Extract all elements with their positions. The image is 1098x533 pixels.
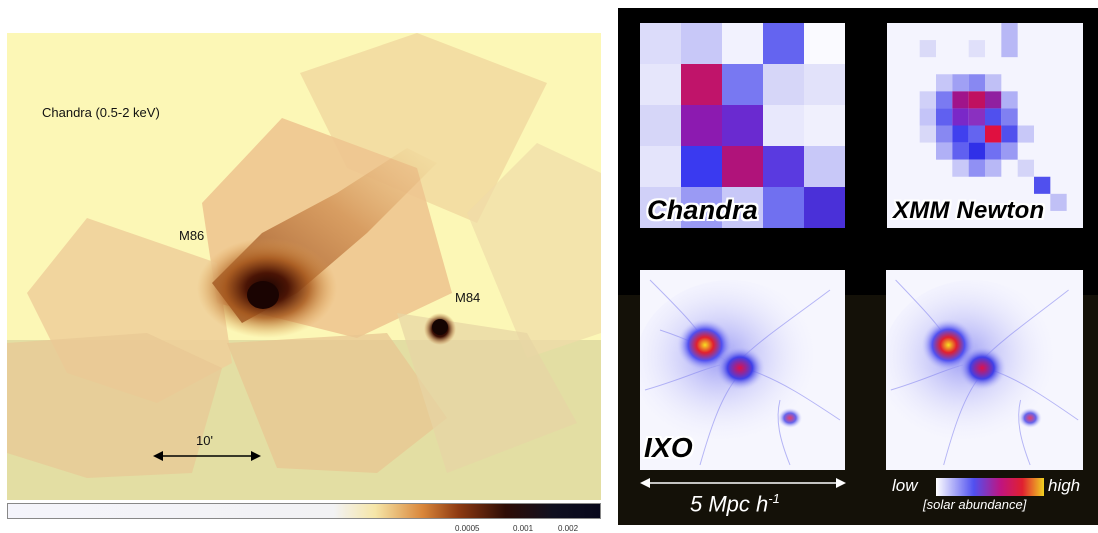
ixo-abundance-map: IXO: [640, 270, 845, 470]
abundance-comparison-panel: Chandra XMM Newton: [618, 8, 1098, 525]
colorbar-tick: 0.002: [558, 524, 579, 533]
chip-right: [467, 143, 601, 358]
colorbar-tick: 0.001: [513, 524, 534, 533]
legend-low-label: low: [892, 476, 918, 495]
chandra-pixel-grid: [640, 23, 845, 228]
chandra-xray-image: Chandra (0.5-2 keV) M86 M84 10': [7, 33, 601, 500]
legend-caption: [solar abundance]: [923, 497, 1027, 512]
scale-label: 10': [196, 433, 213, 448]
mpc-scale-label: 5 Mpc h-1: [690, 491, 780, 517]
chip-bottom-left: [7, 333, 222, 478]
xray-mosaic: [7, 33, 601, 478]
tile-label-chandra: Chandra: [647, 195, 758, 225]
chip-bottom-right: [397, 313, 577, 473]
legend-high-label: high: [1048, 476, 1081, 495]
chandra-abundance-map: Chandra: [640, 23, 845, 228]
ixo-simulated-map: [640, 270, 845, 470]
chip-top-right: [300, 33, 547, 223]
abundance-colorbar: [936, 478, 1044, 496]
instrument-label: Chandra (0.5-2 keV): [42, 105, 160, 120]
m86-core: [247, 281, 279, 309]
mpc-scale-arrow: [640, 478, 846, 488]
m84-label: M84: [455, 290, 481, 305]
ixo-abundance-map-2: [886, 270, 1083, 470]
m86-label: M86: [179, 228, 205, 243]
tile-label-ixo: IXO: [644, 432, 693, 463]
xmm-abundance-map: XMM Newton: [887, 23, 1083, 228]
chip-bottom-center: [227, 333, 447, 473]
colorbar: [7, 503, 601, 519]
scale-arrow: [153, 451, 261, 461]
xmm-pixel-grid: [887, 23, 1083, 228]
colorbar-tick: 0.0005: [455, 524, 480, 533]
m84-core: [432, 319, 448, 335]
ixo-simulated-map-2: [886, 270, 1083, 470]
tile-label-xmm: XMM Newton: [893, 197, 1045, 224]
